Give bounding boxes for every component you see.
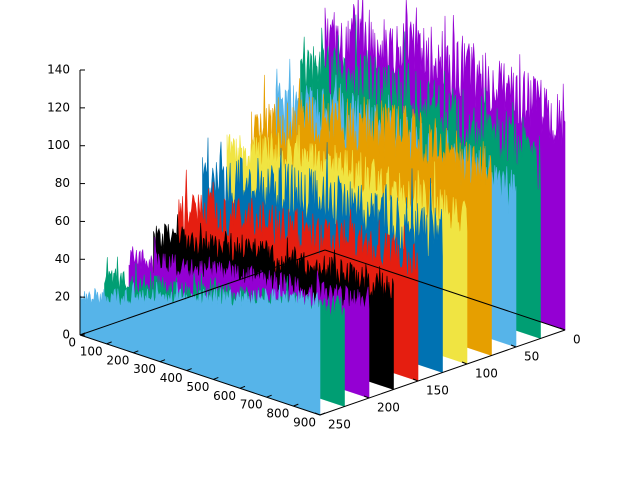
z-tick-label-140: 140 (47, 63, 70, 77)
y-tick-label-50: 50 (524, 350, 539, 364)
back-y-edge-line (324, 249, 566, 331)
x-tick-label-0: 0 (68, 336, 76, 350)
x-tick-label-600: 600 (213, 389, 236, 403)
x-tick-label-900: 900 (293, 416, 316, 430)
z-tick-label-60: 60 (55, 214, 70, 228)
x-tick-label-700: 700 (240, 398, 263, 412)
x-tick-mark (133, 350, 139, 354)
y-tick-mark (461, 361, 468, 365)
x-tick-label-500: 500 (186, 380, 209, 394)
y-tick-mark (314, 412, 321, 416)
x-tick-label-300: 300 (133, 362, 156, 376)
y-tick-mark (363, 395, 370, 399)
x-tick-label-800: 800 (266, 407, 289, 421)
x-tick-mark (293, 403, 299, 407)
z-tick-label-120: 120 (47, 100, 70, 114)
y-tick-label-0: 0 (573, 333, 581, 347)
x-tick-mark (319, 412, 326, 416)
y-tick-label-150: 150 (426, 384, 449, 398)
z-tick-label-20: 20 (55, 290, 70, 304)
x-tick-mark (266, 394, 272, 398)
y-tick-mark (412, 378, 419, 382)
series-surface-y-250 (79, 281, 321, 416)
x-tick-mark (159, 359, 166, 363)
z-tick-label-100: 100 (47, 138, 70, 152)
x-tick-label-400: 400 (160, 371, 183, 385)
x-tick-mark (213, 376, 219, 380)
z-tick-label-80: 80 (55, 176, 70, 190)
y-tick-mark (510, 344, 517, 348)
y-tick-mark (559, 327, 566, 331)
x-tick-mark (186, 368, 192, 372)
x-axis-line (79, 334, 321, 416)
y-tick-label-100: 100 (475, 367, 498, 381)
x-tick-label-200: 200 (106, 353, 129, 367)
y-tick-label-250: 250 (328, 418, 351, 432)
z-tick-label-40: 40 (55, 252, 70, 266)
y-tick-label-200: 200 (377, 401, 400, 415)
x-tick-label-100: 100 (80, 344, 103, 358)
z-tick-label-0: 0 (62, 328, 70, 342)
x-tick-mark (106, 341, 112, 345)
back-x-edge-line (79, 249, 326, 336)
axes-layer: 0100200300400500600700800900050100150200… (47, 63, 581, 432)
x-tick-mark (239, 385, 246, 389)
series-layer (79, 0, 566, 416)
y-axis-line (319, 329, 566, 416)
